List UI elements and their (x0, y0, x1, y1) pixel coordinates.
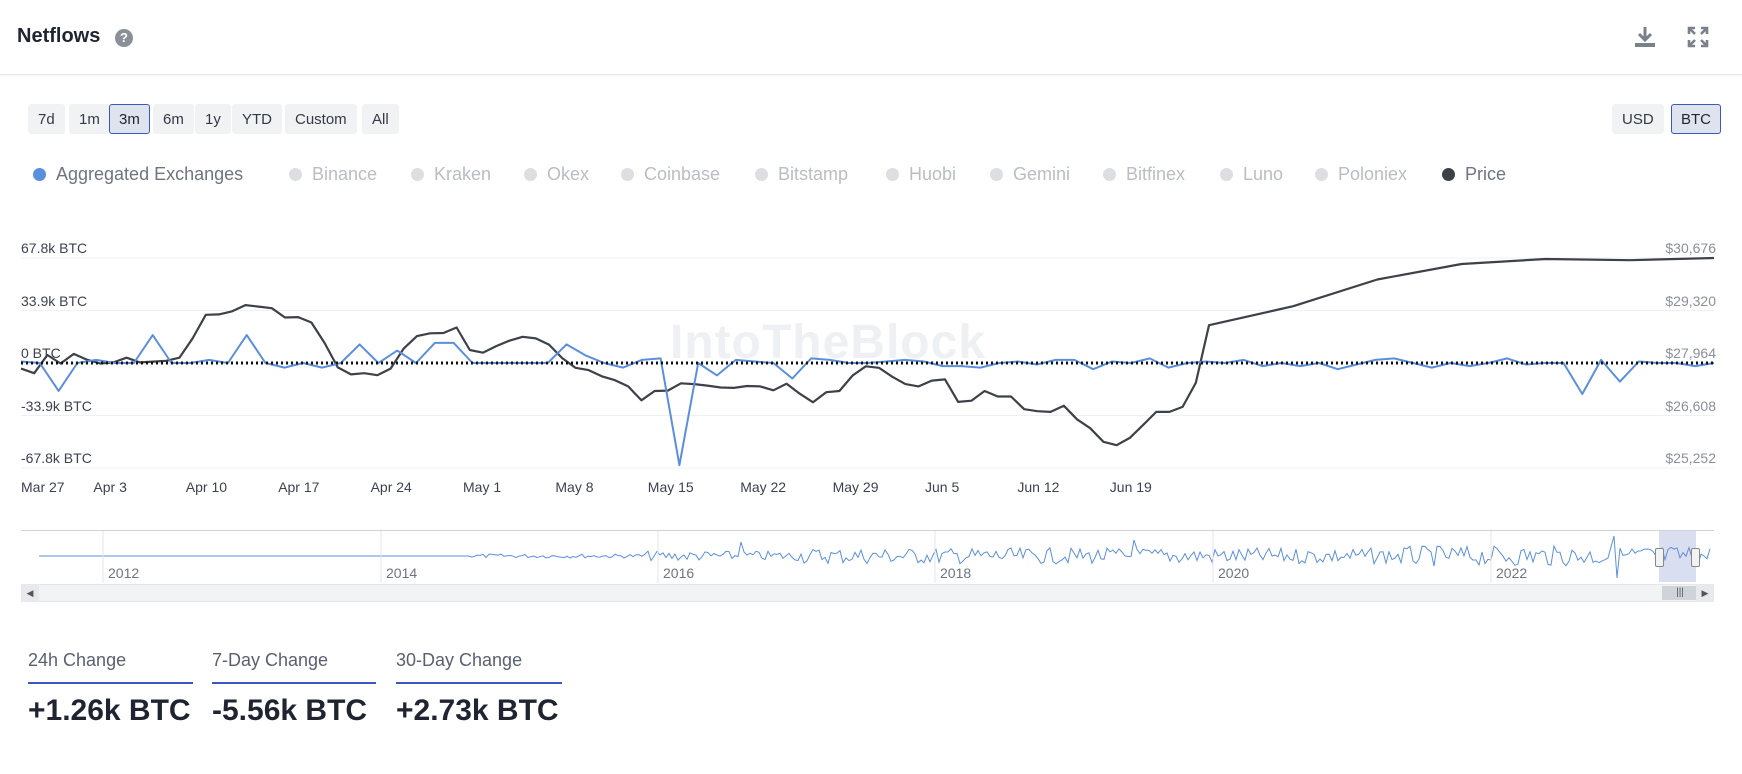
legend-dot-icon (1103, 168, 1116, 181)
legend-label: Okex (547, 164, 590, 184)
x-tick-label: Apr 10 (185, 479, 228, 495)
legend-item-price[interactable]: Price (1442, 164, 1506, 188)
navigator-year-label: 2018 (940, 565, 972, 581)
tab-30day-change[interactable]: 30-Day Change (396, 650, 562, 684)
legend-item-okex[interactable]: Okex (524, 164, 589, 188)
navigator-year-label: 2014 (386, 565, 418, 581)
legend-item-aggregated-exchanges[interactable]: Aggregated Exchanges (33, 164, 243, 188)
range-button-ytd[interactable]: YTD (232, 104, 282, 134)
legend-dot-icon (1220, 168, 1233, 181)
legend-label: Huobi (909, 164, 957, 184)
y-left-tick-label: 33.9k BTC (21, 292, 88, 309)
x-tick-label: Apr 24 (370, 479, 412, 495)
legend-dot-icon (990, 168, 1003, 181)
x-tick-label: Apr 17 (278, 479, 320, 495)
legend-label: Binance (312, 164, 378, 184)
legend-item-huobi[interactable]: Huobi (886, 164, 956, 188)
y-right-tick-label: $29,320 (1665, 292, 1716, 309)
legend-item-gemini[interactable]: Gemini (990, 164, 1070, 188)
legend-label: Bitfinex (1126, 164, 1186, 184)
range-button-6m[interactable]: 6m (153, 104, 194, 134)
panel-header: Netflows ? (0, 0, 1742, 75)
currency-usd-button[interactable]: USD (1612, 104, 1664, 134)
range-button-7d[interactable]: 7d (28, 104, 65, 134)
legend-dot-icon (524, 168, 537, 181)
navigator-handle-right[interactable] (1691, 548, 1700, 567)
legend-label: Kraken (434, 164, 492, 184)
y-right-tick-label: $27,964 (1665, 345, 1716, 361)
legend-item-poloniex[interactable]: Poloniex (1315, 164, 1407, 188)
legend-label: Poloniex (1338, 164, 1408, 184)
legend-dot-icon (1315, 168, 1328, 181)
x-tick-label: Mar 27 (21, 479, 65, 495)
x-tick-label: Jun 5 (925, 479, 960, 495)
watermark-logo: IntoTheBlock (670, 316, 987, 369)
x-tick-label: May 29 (832, 479, 879, 495)
y-right-tick-label: $26,608 (1665, 397, 1716, 414)
y-right-tick-label: $25,252 (1665, 450, 1716, 466)
download-icon[interactable] (1632, 24, 1658, 50)
legend-label: Bitstamp (778, 164, 849, 184)
legend-item-luno[interactable]: Luno (1220, 164, 1283, 188)
range-button-1m[interactable]: 1m (69, 104, 110, 134)
y-left-tick-label: -33.9k BTC (21, 397, 92, 414)
range-button-1y[interactable]: 1y (195, 104, 231, 134)
navigator-scrollbar[interactable] (21, 584, 1714, 602)
navigator-year-label: 2020 (1218, 565, 1250, 581)
stat-24h-value: +1.26k BTC (28, 694, 191, 727)
stat-7day-value: -5.56k BTC (212, 694, 368, 727)
legend-label: Coinbase (644, 164, 721, 184)
range-button-3m[interactable]: 3m (109, 104, 150, 134)
navigator-year-label: 2012 (108, 565, 140, 581)
legend-dot-icon (1442, 168, 1455, 181)
y-left-tick-label: 67.8k BTC (21, 240, 88, 256)
stat-30day-value: +2.73k BTC (396, 694, 559, 727)
y-left-tick-label: -67.8k BTC (21, 450, 92, 466)
y-right-tick-label: $30,676 (1665, 240, 1716, 256)
scrollbar-thumb[interactable]: ||| (1662, 586, 1698, 600)
currency-btc-button[interactable]: BTC (1671, 104, 1721, 134)
legend-dot-icon (755, 168, 768, 181)
legend-dot-icon (411, 168, 424, 181)
legend-item-binance[interactable]: Binance (289, 164, 377, 188)
legend-item-bitstamp[interactable]: Bitstamp (755, 164, 848, 188)
legend-item-kraken[interactable]: Kraken (411, 164, 491, 188)
legend-label: Price (1465, 164, 1507, 184)
x-tick-label: Apr 3 (93, 479, 127, 495)
legend-label: Luno (1243, 164, 1284, 184)
legend-label: Gemini (1013, 164, 1071, 184)
x-tick-label: May 1 (463, 479, 502, 495)
help-icon[interactable]: ? (115, 29, 133, 47)
navigator-year-label: 2016 (663, 565, 695, 581)
legend-dot-icon (621, 168, 634, 181)
navigator[interactable] (21, 530, 1714, 583)
range-button-custom[interactable]: Custom (285, 104, 357, 134)
x-tick-label: May 22 (740, 479, 787, 495)
navigator-handle-left[interactable] (1655, 548, 1664, 567)
navigator-year-label: 2022 (1496, 565, 1528, 581)
scroll-right-arrow[interactable]: ▶ (1696, 584, 1714, 602)
legend-dot-icon (886, 168, 899, 181)
legend-label: Aggregated Exchanges (56, 164, 244, 184)
navigator-selection[interactable] (1659, 531, 1696, 582)
legend-dot-icon (289, 168, 302, 181)
tab-24h-change[interactable]: 24h Change (28, 650, 193, 684)
legend-dot-icon (33, 168, 46, 181)
expand-icon[interactable] (1685, 24, 1711, 50)
legend-item-coinbase[interactable]: Coinbase (621, 164, 720, 188)
x-tick-label: Jun 12 (1017, 479, 1060, 495)
x-tick-label: May 8 (555, 479, 594, 495)
page-title: Netflows (17, 25, 101, 47)
x-tick-label: Jun 19 (1109, 479, 1152, 495)
x-tick-label: May 15 (647, 479, 694, 495)
y-left-tick-label: 0 BTC (21, 345, 61, 361)
range-button-all[interactable]: All (362, 104, 399, 134)
scroll-left-arrow[interactable]: ◀ (21, 584, 39, 602)
legend-item-bitfinex[interactable]: Bitfinex (1103, 164, 1185, 188)
tab-7day-change[interactable]: 7-Day Change (212, 650, 376, 684)
